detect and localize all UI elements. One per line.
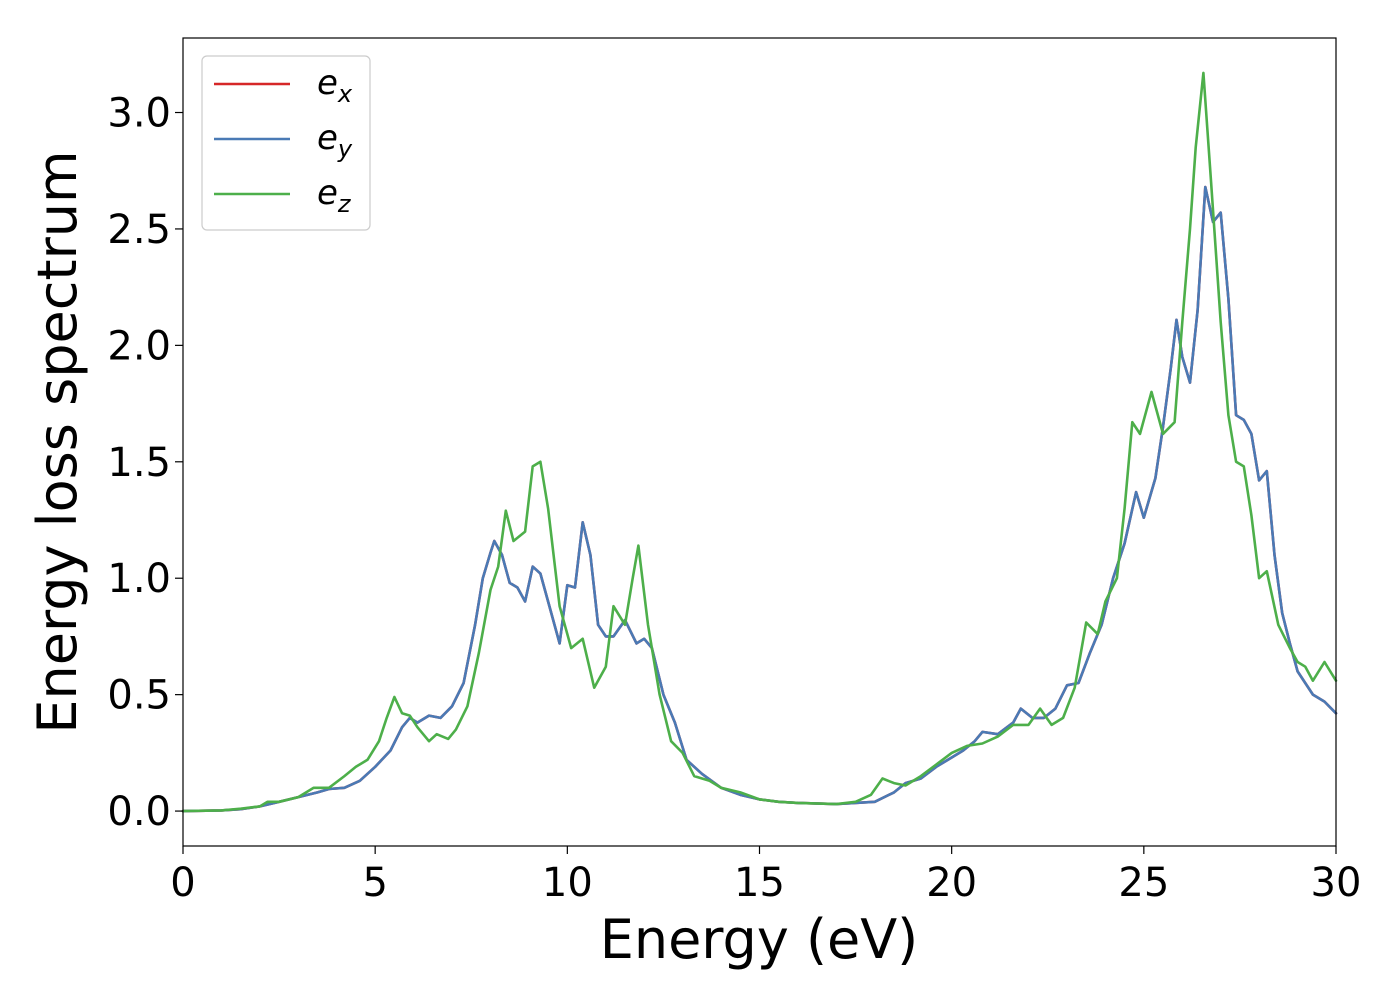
y-tick-label: 2.0 bbox=[107, 323, 171, 369]
x-tick-label: 15 bbox=[734, 860, 785, 906]
x-tick-label: 5 bbox=[362, 860, 387, 906]
x-axis-title: Energy (eV) bbox=[600, 908, 919, 971]
legend-box bbox=[201, 55, 371, 231]
y-tick-label: 0.0 bbox=[107, 789, 171, 835]
y-axis-title: Energy loss spectrum bbox=[26, 150, 89, 733]
y-tick-label: 0.5 bbox=[107, 673, 171, 719]
y-tick-label: 2.5 bbox=[107, 207, 171, 253]
x-tick-label: 30 bbox=[1311, 860, 1362, 906]
x-tick-label: 10 bbox=[542, 860, 593, 906]
x-tick-label: 25 bbox=[1118, 860, 1169, 906]
plot-background bbox=[183, 38, 1336, 846]
y-tick-label: 3.0 bbox=[107, 91, 171, 137]
y-tick-label: 1.5 bbox=[107, 440, 171, 486]
x-axis: 0 5 10 15 20 25 30 bbox=[170, 846, 1361, 906]
x-tick-label: 0 bbox=[170, 860, 195, 906]
x-tick-label: 20 bbox=[926, 860, 977, 906]
legend-label-z: ez bbox=[317, 173, 352, 218]
legend-label-y: ey bbox=[317, 118, 353, 163]
legend-label-x: ex bbox=[317, 63, 353, 108]
series-layer bbox=[181, 71, 1338, 813]
y-axis: 0.0 0.5 1.0 1.5 2.0 2.5 3.0 bbox=[107, 91, 183, 835]
y-tick-label: 1.0 bbox=[107, 556, 171, 602]
series-line-z bbox=[181, 71, 1338, 813]
legend: ex ey ez bbox=[201, 55, 371, 231]
